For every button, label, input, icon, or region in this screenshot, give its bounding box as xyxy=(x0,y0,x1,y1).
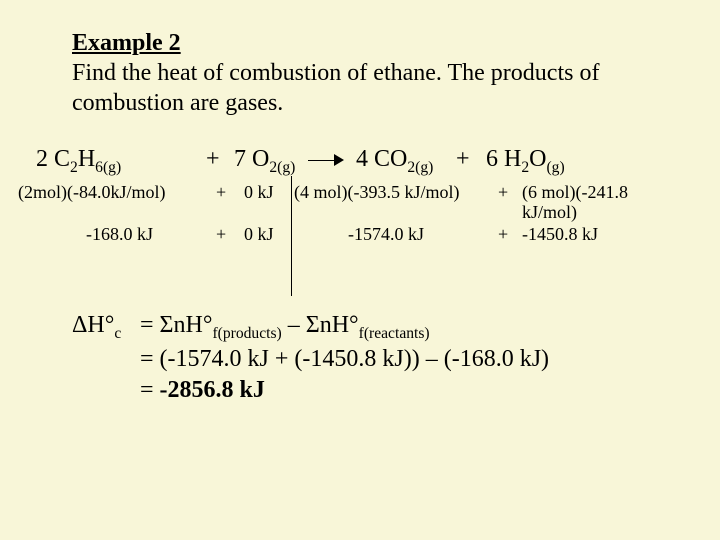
rhs: = -2856.8 kJ xyxy=(140,375,265,406)
text: – Σn xyxy=(282,312,332,338)
sum-oxygen: 0 kJ xyxy=(244,224,274,245)
text: H° xyxy=(186,312,213,338)
enthalpy-line-1: ΔH°c = ΣnH°f(products) – ΣnH°f(reactants… xyxy=(72,310,684,344)
equation-block: 2 C2H6(g) + 7 O2(g) 4 CO2(g) + 6 H2O(g) … xyxy=(36,146,684,296)
plus-sign: + xyxy=(216,182,226,203)
problem-text: Find the heat of combustion of ethane. T… xyxy=(72,60,599,116)
final-answer: -2856.8 kJ xyxy=(160,377,265,403)
text: O xyxy=(529,146,546,172)
sub: 2(g) xyxy=(407,159,433,176)
sum-ethane: -168.0 kJ xyxy=(86,224,153,245)
sub: (g) xyxy=(546,159,564,176)
reactant-ethane: 2 C2H6(g) xyxy=(36,146,121,177)
enthalpy-line-3: = -2856.8 kJ xyxy=(72,375,684,406)
reactant-oxygen: 7 O2(g) xyxy=(234,146,295,177)
text: H° xyxy=(332,312,359,338)
calc-ethane: (2mol)(-84.0kJ/mol) xyxy=(18,182,165,203)
calc-co2: (4 mol)(-393.5 kJ/mol) xyxy=(294,182,459,203)
plus-sign: + xyxy=(498,224,508,245)
arrow-icon xyxy=(308,160,336,161)
calc-h2o-line2: kJ/mol) xyxy=(522,202,577,223)
vertical-divider xyxy=(291,176,292,296)
spacer xyxy=(72,344,140,375)
text: = Σn xyxy=(140,312,186,338)
sub: 2 xyxy=(70,159,78,176)
sub: 6(g) xyxy=(95,159,121,176)
text: ΔH° xyxy=(72,312,114,338)
text: 2 C xyxy=(36,146,70,172)
sub: 2 xyxy=(521,159,529,176)
text: 6 H xyxy=(486,146,521,172)
example-title: Example 2 xyxy=(72,30,181,56)
problem-statement: Example 2 Find the heat of combustion of… xyxy=(72,28,684,118)
text: 4 CO xyxy=(356,146,407,172)
text: H xyxy=(78,146,95,172)
sub: f(products) xyxy=(212,325,281,342)
sum-h2o: -1450.8 kJ xyxy=(522,224,598,245)
enthalpy-line-2: = (-1574.0 kJ + (-1450.8 kJ)) – (-168.0 … xyxy=(72,344,684,375)
text: = xyxy=(140,377,160,403)
plus-sign: + xyxy=(206,146,220,173)
calc-oxygen: 0 kJ xyxy=(244,182,274,203)
sub: f(reactants) xyxy=(359,325,430,342)
enthalpy-calc: ΔH°c = ΣnH°f(products) – ΣnH°f(reactants… xyxy=(72,310,684,406)
rhs: = (-1574.0 kJ + (-1450.8 kJ)) – (-168.0 … xyxy=(140,344,549,375)
slide-page: Example 2 Find the heat of combustion of… xyxy=(0,0,720,406)
calc-h2o-line1: (6 mol)(-241.8 xyxy=(522,182,628,203)
product-h2o: 6 H2O(g) xyxy=(486,146,565,177)
sub: c xyxy=(114,325,121,342)
rhs: = ΣnH°f(products) – ΣnH°f(reactants) xyxy=(140,310,430,344)
text: 7 O xyxy=(234,146,269,172)
plus-sign: + xyxy=(216,224,226,245)
product-co2: 4 CO2(g) xyxy=(356,146,433,177)
plus-sign: + xyxy=(498,182,508,203)
arrow-head-icon xyxy=(334,154,344,166)
spacer xyxy=(72,375,140,406)
sum-co2: -1574.0 kJ xyxy=(348,224,424,245)
sub: 2(g) xyxy=(269,159,295,176)
plus-sign: + xyxy=(456,146,470,173)
delta-h-symbol: ΔH°c xyxy=(72,310,140,344)
